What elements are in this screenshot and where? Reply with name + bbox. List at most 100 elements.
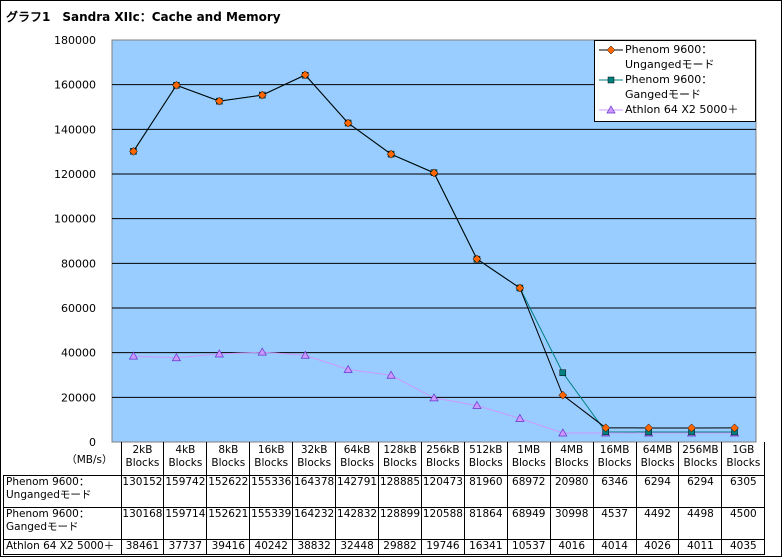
diamond-marker [300,70,310,80]
y-tick-label: 140000 [54,123,96,136]
table-row: Phenom 9600： Ungangedモード 130152 159742 15262… [3,474,766,508]
legend-markers [599,45,623,114]
x-category-label: 64MB Blocks [635,442,680,476]
legend-s1-line2: Gangedモード [625,88,701,101]
row-label: Phenom 9600： Gangedモード [3,506,122,540]
x-category-label: 4kB Blocks [163,442,208,476]
diamond-marker [343,118,353,128]
triangle-marker [214,349,224,358]
table-cell: 120473 [420,474,465,508]
diamond-marker [257,90,267,100]
y-tick-label: 100000 [54,213,96,226]
legend-s1-line1: Phenom 9600： [625,73,713,86]
table-cell: 4500 [721,506,766,540]
square-marker [607,76,615,84]
table-cell: 81864 [463,506,508,540]
table-cell: 164232 [292,506,337,540]
x-category-label: 1GB Blocks [721,442,766,476]
legend: Phenom 9600： Ungangedモード Phenom 9600： Ga… [594,40,756,122]
triangle-marker [558,428,568,437]
table-cell: 20980 [549,474,594,508]
diamond-marker [429,168,439,178]
table-cell: 4016 [549,538,594,555]
y-tick-label: 0 [89,436,96,449]
table-cell: 155339 [249,506,294,540]
table-cell: 68949 [506,506,551,540]
table-cell: 32448 [335,538,380,555]
x-category-label: 512kB Blocks [463,442,508,476]
triangle-marker [128,351,139,360]
table-cell: 6346 [592,474,637,508]
y-tick-label: 80000 [61,257,96,270]
diamond-marker [606,45,616,55]
diamond-marker [214,96,224,106]
data-table: （MB/s） 2kB Blocks 4kB Blocks 8kB Blocks 16kB Blo… [3,442,766,555]
table-cell: 4014 [592,538,637,555]
triangle-marker [257,347,267,356]
table-cell: 142832 [335,506,380,540]
x-category-label: 256MB Blocks [678,442,723,476]
table-cell: 159742 [163,474,208,508]
x-category-label: 2kB Blocks [120,442,165,476]
diamond-marker [644,423,654,433]
table-cell: 142791 [335,474,380,508]
triangle-marker [515,413,525,422]
legend-s0-line1: Phenom 9600： [625,43,713,56]
diamond-marker [129,146,138,156]
diamond-marker [472,254,482,264]
table-cell: 39416 [206,538,251,555]
table-cell: 152622 [206,474,251,508]
table-cell: 152621 [206,506,251,540]
table-cell: 4537 [592,506,637,540]
table-cell: 19746 [420,538,465,555]
table-cell: 159714 [163,506,208,540]
triangle-marker [171,353,182,362]
table-cell: 130152 [120,474,165,508]
y-tick-label: 20000 [61,391,96,404]
y-tick-label: 180000 [54,34,96,47]
x-category-label: 32kB Blocks [292,442,337,476]
table-cell: 40242 [249,538,294,555]
table-cell: 4492 [635,506,680,540]
table-cell: 6294 [678,474,723,508]
table-cell: 38461 [120,538,165,555]
y-axis-unit: （MB/s） [66,454,113,466]
triangle-marker [300,350,310,359]
table-cell: 29882 [378,538,422,555]
diamond-marker [558,390,568,400]
table-row: Athlon 64 X2 5000＋ 38461 37737 39416 40242 38… [3,538,766,555]
table-cell: 16341 [463,538,508,555]
table-cell: 164378 [292,474,337,508]
table-cell: 38832 [292,538,337,555]
diamond-marker [730,423,739,433]
table-cell: 37737 [163,538,208,555]
x-category-label: 8kB Blocks [206,442,251,476]
x-category-label: 128kB Blocks [378,442,422,476]
row-label: Athlon 64 X2 5000＋ [3,538,122,555]
table-cell: 120588 [420,506,465,540]
table-cell: 128885 [378,474,422,508]
y-tick-label: 120000 [54,168,96,181]
y-tick-label: 40000 [61,347,96,360]
table-cell: 130168 [120,506,165,540]
y-tick-label: 160000 [54,79,96,92]
diamond-marker [386,149,396,159]
x-category-label: 16MB Blocks [592,442,637,476]
table-cell: 68972 [506,474,551,508]
diamond-marker [172,80,181,90]
table-cell: 128899 [378,506,422,540]
y-tick-label: 60000 [61,302,96,315]
legend-s2-line1: Athlon 64 X2 5000＋ [625,103,739,116]
triangle-marker [606,105,616,114]
table-cell: 81960 [463,474,508,508]
table-cell: 6294 [635,474,680,508]
x-category-label: 16kB Blocks [249,442,294,476]
triangle-marker [472,400,482,409]
legend-s0-line2: Ungangedモード [625,58,715,71]
table-cell: 4026 [635,538,680,555]
chart-title: グラフ1 Sandra XIIc：Cache and Memory [6,10,281,24]
triangle-marker [386,370,396,379]
row-label: Phenom 9600： Ungangedモード [3,474,122,508]
x-category-label: 1MB Blocks [506,442,551,476]
